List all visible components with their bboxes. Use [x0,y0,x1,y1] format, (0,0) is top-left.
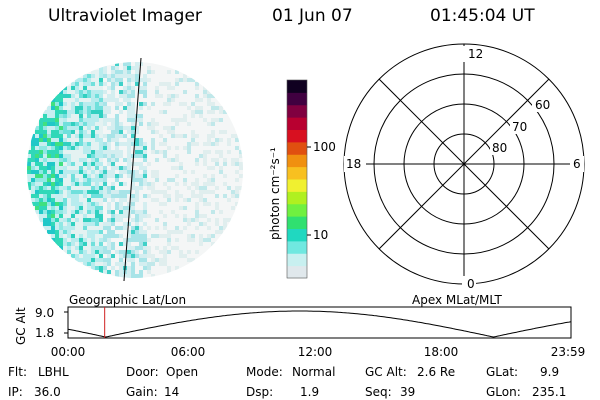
lat-ring-label-80: 80 [492,141,507,155]
colorbar-block [287,240,307,254]
colorbar-block [287,203,307,217]
colorbar-block [287,179,307,192]
colorbar-block [287,92,307,106]
colorbar-block [287,154,307,168]
dsp-key: Dsp: [246,385,273,399]
clock-label-12: 12 [468,47,483,61]
seq-value: 39 [400,385,415,399]
x-tick-0600: 06:00 [171,345,206,359]
colorbar-unit-label: photon cm⁻²s⁻¹ [268,147,282,240]
y-tick-1-8: 1.8 [35,326,54,340]
lat-ring-label-60: 60 [535,98,550,112]
glon-value: 235.1 [532,385,566,399]
info-row-2: IP: 36.0 Gain: 14 Dsp: 1.9 Seq: 39 GLon:… [8,385,566,399]
timeline-axis-label: GC Alt [14,307,28,345]
colorbar-block [287,265,307,279]
colorbar-block [287,104,307,118]
timeline: Geographic Lat/Lon Apex MLat/MLT 9.0 1.8… [14,293,585,359]
glat-value: 9.9 [540,365,559,379]
x-tick-0000: 00:00 [51,345,86,359]
colorbar-tick-100: 100 [313,140,336,154]
title: Ultraviolet Imager [48,6,202,26]
terminator-line [123,57,142,282]
timeline-right-label: Apex MLat/MLT [412,293,502,307]
gc-alt-value: 2.6 Re [417,365,455,379]
polar-grid [343,43,585,285]
colorbar-block [287,80,307,93]
clock-label-6: 6 [573,157,581,171]
seq-key: Seq: [365,385,392,399]
time: 01:45:04 UT [430,6,535,26]
ip-key: IP: [8,385,23,399]
ip-value: 36.0 [34,385,61,399]
flt-value: LBHL [38,365,69,379]
gain-key: Gain: [126,385,158,399]
clock-label-0: 0 [467,277,475,291]
info-row-1: Flt: LBHL Door: Open Mode: Normal GC Alt… [8,365,559,379]
clock-label-18: 18 [346,157,361,171]
lat-ring-label-70: 70 [512,120,527,134]
colorbar-block [287,129,307,143]
gain-value: 14 [164,385,179,399]
glon-key: GLon: [486,385,521,399]
timeline-left-label: Geographic Lat/Lon [69,293,186,307]
mode-value: Normal [292,365,335,379]
dsp-value: 1.9 [300,385,319,399]
x-tick-1200: 12:00 [298,345,333,359]
gc-alt-key: GC Alt: [365,365,407,379]
glat-key: GLat: [486,365,518,379]
colorbar-block [287,141,307,155]
colorbar-block [287,191,307,205]
colorbar-block [287,166,307,180]
door-key: Door: [126,365,159,379]
altitude-curve [67,310,572,338]
y-tick-9: 9.0 [35,306,54,320]
colorbar-block [287,117,307,131]
colorbar: 100 10 photon cm⁻²s⁻¹ [268,79,336,279]
flt-key: Flt: [8,365,27,379]
door-value: Open [166,365,198,379]
colorbar-block [287,216,307,230]
colorbar-block [287,228,307,242]
mode-key: Mode: [246,365,283,379]
colorbar-tick-10: 10 [313,228,328,242]
x-tick-1800: 18:00 [424,345,459,359]
date: 01 Jun 07 [272,6,353,26]
x-tick-2359: 23:59 [551,345,586,359]
colorbar-block [287,253,307,267]
earth-image [27,57,243,282]
